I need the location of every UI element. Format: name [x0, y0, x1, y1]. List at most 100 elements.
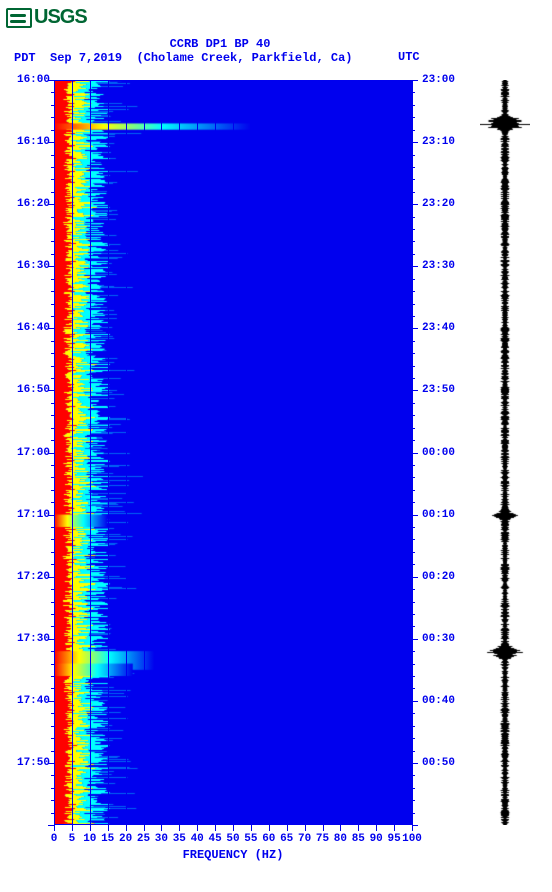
y-tick-label-right: 00:30	[422, 633, 472, 645]
gridline	[323, 80, 324, 825]
gridline	[144, 80, 145, 825]
y-tick-right	[412, 639, 418, 640]
y-tick-left	[51, 316, 54, 317]
y-tick-label-right: 23:50	[422, 384, 472, 396]
y-tick-left	[51, 217, 54, 218]
gridline	[108, 80, 109, 825]
x-tick	[305, 825, 306, 831]
y-tick-left	[51, 502, 54, 503]
x-axis-title: FREQUENCY (HZ)	[54, 848, 412, 862]
gridline	[269, 80, 270, 825]
y-tick-left	[51, 614, 54, 615]
y-tick-label-right: 23:40	[422, 322, 472, 334]
y-tick-right	[412, 92, 415, 93]
gridline	[287, 80, 288, 825]
gridline	[340, 80, 341, 825]
y-tick-right	[412, 577, 418, 578]
y-tick-left	[51, 664, 54, 665]
gridline	[72, 80, 73, 825]
y-tick-left	[51, 552, 54, 553]
x-tick	[412, 825, 413, 831]
y-tick-left	[51, 676, 54, 677]
chart-title: CCRB DP1 BP 40	[0, 37, 440, 51]
y-tick-right	[412, 813, 415, 814]
y-tick-left	[51, 403, 54, 404]
y-tick-right	[412, 217, 415, 218]
y-tick-right	[412, 353, 415, 354]
y-tick-right	[412, 279, 415, 280]
chart-subtitle: PDT Sep 7,2019 (Cholame Creek, Parkfield…	[0, 51, 552, 65]
y-tick-label-left: 16:10	[0, 136, 50, 148]
gridline	[358, 80, 359, 825]
y-tick-left	[51, 589, 54, 590]
x-tick	[179, 825, 180, 831]
y-tick-label-right: 23:30	[422, 260, 472, 272]
tz-right-label: UTC	[398, 50, 420, 64]
y-tick-left	[51, 602, 54, 603]
y-tick-right	[412, 390, 418, 391]
usgs-logo: USGS	[6, 6, 87, 29]
x-tick	[161, 825, 162, 831]
y-tick-right	[412, 254, 415, 255]
y-tick-label-left: 16:00	[0, 74, 50, 86]
y-tick-right	[412, 763, 418, 764]
y-tick-left	[51, 440, 54, 441]
gridline	[305, 80, 306, 825]
spectrogram-plot	[54, 80, 412, 825]
y-tick-right	[412, 291, 415, 292]
y-tick-left	[51, 539, 54, 540]
y-tick-right	[412, 80, 418, 81]
y-tick-right	[412, 751, 415, 752]
y-tick-left	[51, 465, 54, 466]
y-tick-right	[412, 552, 415, 553]
y-tick-right	[412, 701, 418, 702]
x-tick-label: 100	[402, 833, 422, 845]
y-tick-label-left: 16:40	[0, 322, 50, 334]
x-tick	[376, 825, 377, 831]
y-tick-right	[412, 477, 415, 478]
y-tick-right	[412, 328, 418, 329]
y-tick-right	[412, 515, 418, 516]
y-tick-right	[412, 527, 415, 528]
y-tick-left	[51, 788, 54, 789]
y-tick-right	[412, 465, 415, 466]
y-tick-left	[51, 353, 54, 354]
y-tick-left	[51, 751, 54, 752]
y-tick-right	[412, 105, 415, 106]
y-tick-right	[412, 304, 415, 305]
y-tick-right	[412, 179, 415, 180]
y-tick-left	[51, 366, 54, 367]
seismogram-strip	[480, 80, 530, 825]
y-tick-left	[51, 775, 54, 776]
y-tick-left	[51, 105, 54, 106]
y-tick-label-right: 00:10	[422, 509, 472, 521]
y-tick-label-right: 00:20	[422, 571, 472, 583]
y-tick-left	[51, 688, 54, 689]
gridline	[233, 80, 234, 825]
y-tick-right	[412, 167, 415, 168]
y-tick-label-left: 16:30	[0, 260, 50, 272]
x-tick	[287, 825, 288, 831]
y-tick-label-left: 17:30	[0, 633, 50, 645]
date-label: Sep 7,2019	[50, 51, 122, 65]
x-tick	[358, 825, 359, 831]
y-tick-right	[412, 440, 415, 441]
x-tick	[126, 825, 127, 831]
y-tick-label-left: 17:00	[0, 447, 50, 459]
y-tick-right	[412, 564, 415, 565]
y-tick-right	[412, 539, 415, 540]
x-tick	[54, 825, 55, 831]
y-tick-label-right: 00:00	[422, 447, 472, 459]
y-tick-right	[412, 266, 418, 267]
y-tick-left	[51, 254, 54, 255]
y-tick-label-right: 23:20	[422, 198, 472, 210]
y-tick-left	[51, 651, 54, 652]
y-tick-left	[51, 490, 54, 491]
y-tick-right	[412, 726, 415, 727]
y-tick-left	[51, 130, 54, 131]
y-tick-left	[51, 291, 54, 292]
x-tick	[72, 825, 73, 831]
y-tick-right	[412, 602, 415, 603]
y-tick-right	[412, 676, 415, 677]
y-tick-left	[51, 304, 54, 305]
